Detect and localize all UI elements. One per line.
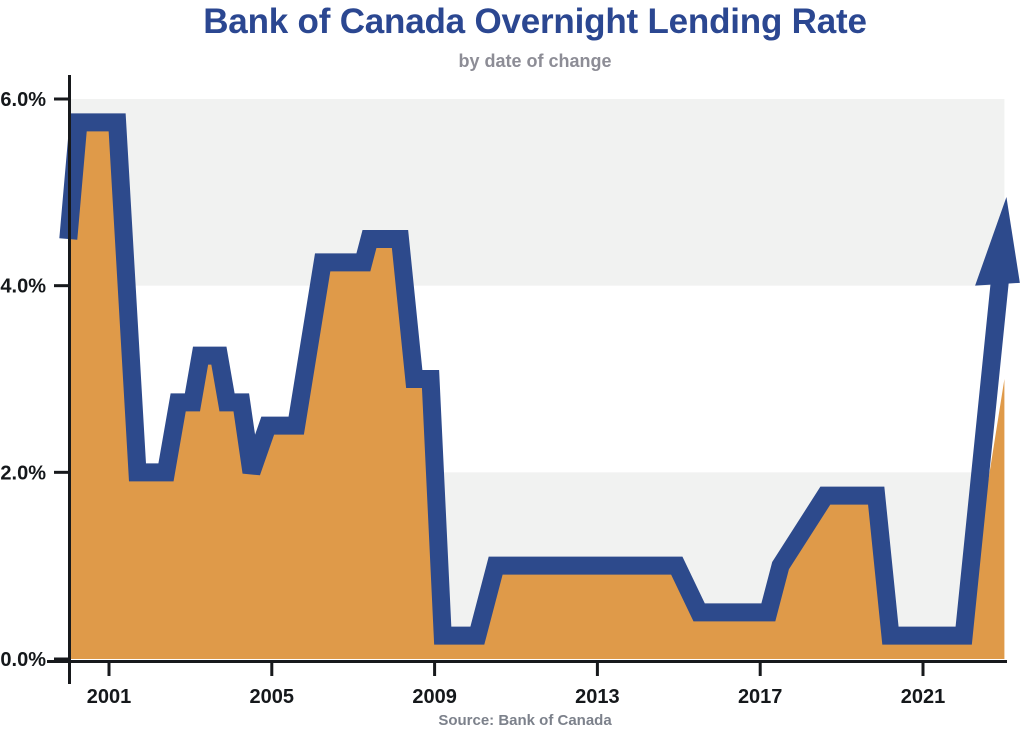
rate-area-fill [68, 122, 1005, 659]
x-tick-label: 2021 [901, 686, 946, 708]
trend-arrowhead [975, 197, 1020, 286]
chart-title: Bank of Canada Overnight Lending Rate [203, 2, 867, 41]
x-tick-label: 2005 [250, 686, 295, 708]
grid-band [71, 99, 1005, 286]
y-tick-label: 4.0% [0, 276, 46, 298]
x-tick-label: 2001 [87, 686, 132, 708]
y-tick-label: 0.0% [0, 649, 46, 671]
source-caption: Source: Bank of Canada [438, 712, 612, 729]
rate-line [59, 113, 1010, 645]
chart-subtitle: by date of change [458, 51, 612, 71]
x-tick-label: 2009 [412, 686, 457, 708]
y-tick-label: 2.0% [0, 462, 46, 484]
x-tick-label: 2017 [738, 686, 783, 708]
y-tick-label: 6.0% [0, 89, 46, 111]
x-tick-label: 2013 [575, 686, 620, 708]
